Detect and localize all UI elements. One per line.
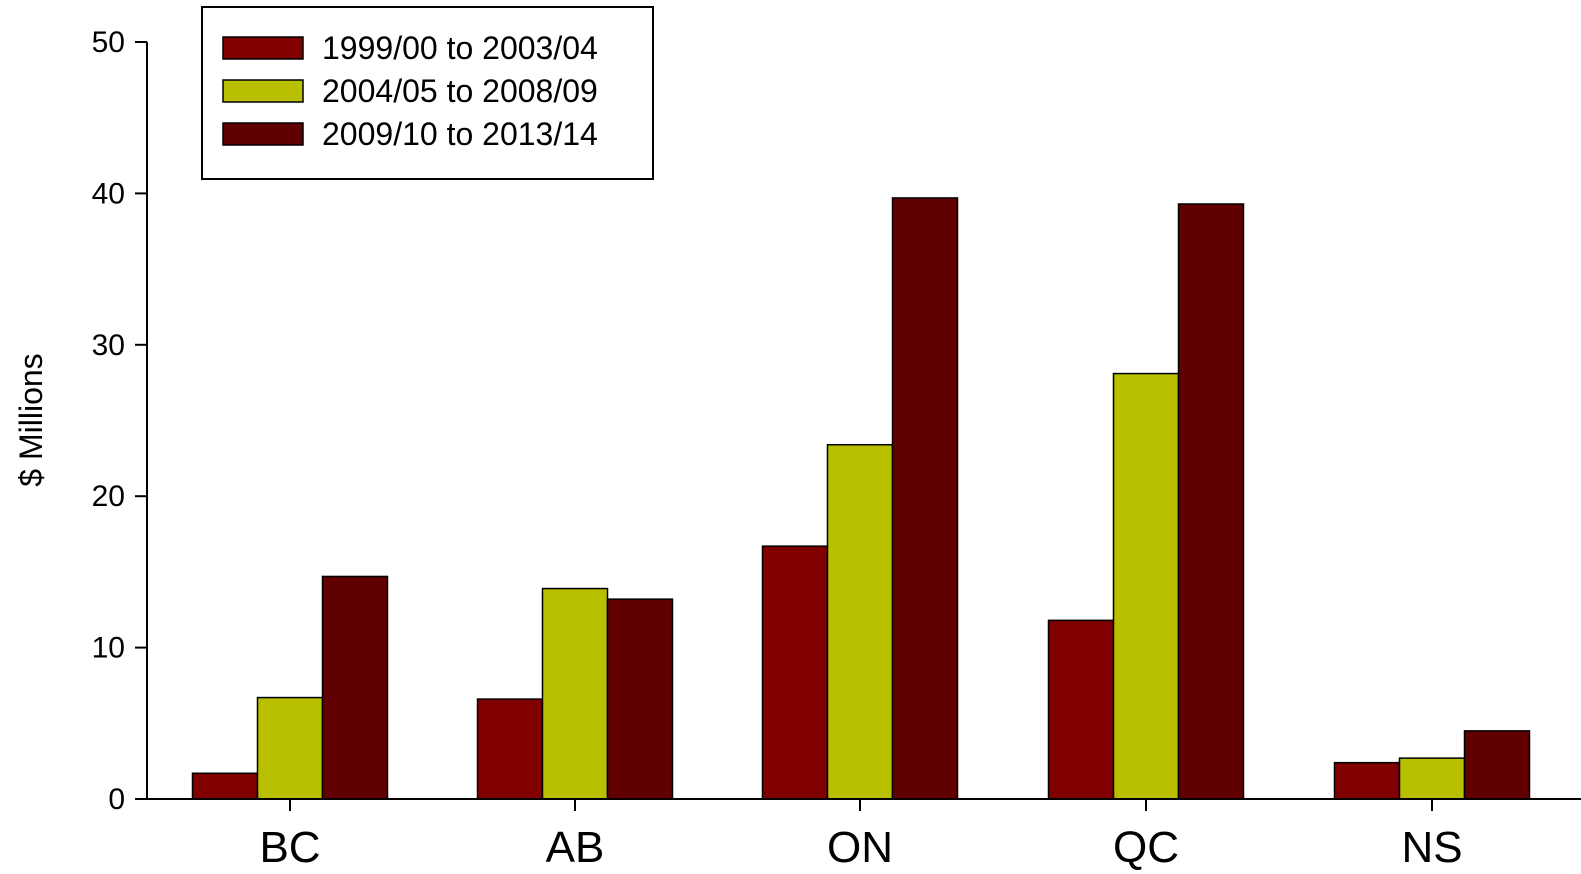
bar-ns-series-1 <box>1333 761 1401 800</box>
axes-group: 0 10 20 30 40 50 BC AB ON QC NS <box>92 26 1581 872</box>
bar-qc-series-1 <box>1047 619 1115 800</box>
bar-on-series-1 <box>761 545 829 800</box>
x-tick-label: QC <box>1113 823 1179 872</box>
bar-qc-series-2 <box>1112 372 1180 800</box>
bar-ns-series-3 <box>1463 730 1531 800</box>
legend: 1999/00 to 2003/04 2004/05 to 2008/09 2009… <box>201 6 654 180</box>
bar-on-series-3 <box>891 197 959 800</box>
legend-swatch <box>222 122 304 146</box>
bars-group <box>191 197 1531 800</box>
y-tick-label: 10 <box>92 632 125 665</box>
bar-bc-series-3 <box>321 575 389 800</box>
y-tick-label: 50 <box>92 26 125 59</box>
x-tick-label: AB <box>546 823 605 872</box>
bar-ab-series-2 <box>541 587 609 800</box>
y-tick-label: 30 <box>92 329 125 362</box>
x-tick-label: NS <box>1401 823 1462 872</box>
bar-ab-series-3 <box>606 598 674 800</box>
y-tick-label: 20 <box>92 480 125 513</box>
bar-bc-series-1 <box>191 772 259 800</box>
legend-label: 1999/00 to 2003/04 <box>322 30 598 66</box>
y-axis-title: $ Millions <box>13 353 49 486</box>
legend-label: 2004/05 to 2008/09 <box>322 73 598 109</box>
legend-swatch <box>222 36 304 60</box>
legend-label: 2009/10 to 2013/14 <box>322 116 598 152</box>
x-tick-label: BC <box>259 823 320 872</box>
y-tick-label: 40 <box>92 177 125 210</box>
bar-on-series-2 <box>826 443 894 800</box>
legend-swatch <box>222 79 304 103</box>
y-tick-label: 0 <box>108 783 125 816</box>
bar-ns-series-2 <box>1398 757 1466 800</box>
x-tick-label: ON <box>827 823 893 872</box>
bar-bc-series-2 <box>256 696 324 800</box>
bar-ab-series-1 <box>476 698 544 800</box>
bar-qc-series-3 <box>1177 203 1245 800</box>
